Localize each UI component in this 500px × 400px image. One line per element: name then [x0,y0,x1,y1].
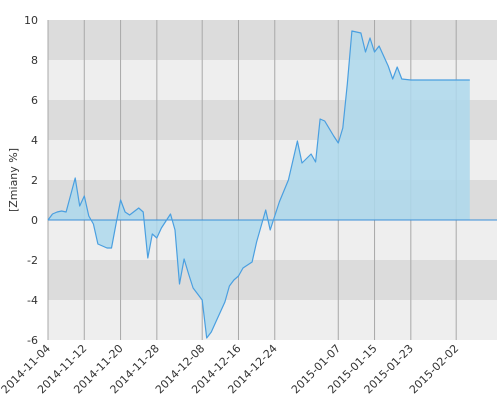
y-tick-label: -6 [27,334,38,347]
y-tick-label: 4 [31,134,38,147]
plot-band [48,220,497,260]
y-tick-label: -4 [27,294,38,307]
plot-band [48,260,497,300]
y-tick-label: 6 [31,94,38,107]
y-axis: -6 -4 -2 0 2 4 6 8 10 [24,14,38,347]
series-group [47,30,497,339]
y-axis-label: [Zmiany %] [7,148,20,212]
y-tick-label: 8 [31,54,38,67]
y-tick-label: 0 [31,214,38,227]
series-area [48,31,470,338]
series-line [47,30,470,339]
y-tick-label: 2 [31,174,38,187]
x-axis: 2014-11-042014-11-122014-11-202014-11-28… [0,342,461,396]
x-tick-label: 2015-02-02 [407,342,461,396]
plot-band [48,20,497,60]
y-tick-label: -2 [27,254,38,267]
y-tick-label: 10 [24,14,38,27]
plot-band [48,300,497,340]
